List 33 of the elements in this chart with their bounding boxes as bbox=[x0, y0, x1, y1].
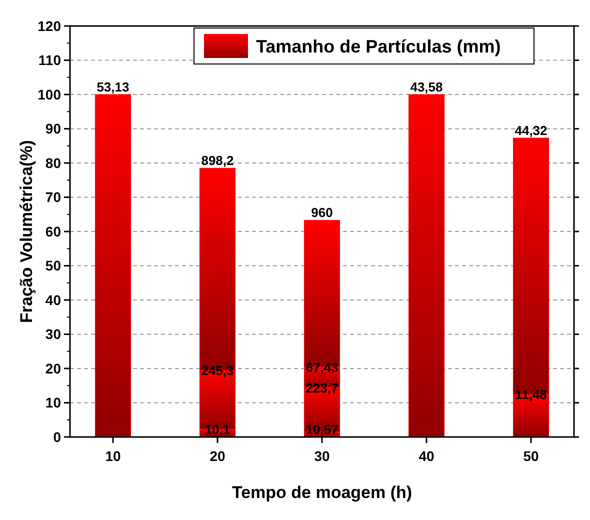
x-tick-label: 20 bbox=[210, 448, 226, 464]
y-tick-label: 0 bbox=[53, 428, 62, 445]
y-tick-label: 20 bbox=[45, 360, 62, 376]
y-tick-label: 10 bbox=[45, 394, 62, 411]
annotation: 11,48 bbox=[515, 387, 547, 402]
y-tick-label: 50 bbox=[45, 258, 62, 274]
y-tick-label: 100 bbox=[38, 86, 62, 102]
x-tick-label: 50 bbox=[523, 448, 540, 464]
y-tick-label: 60 bbox=[45, 223, 62, 240]
y-tick-label: 30 bbox=[45, 326, 62, 342]
y-axis-title: Fração Volumétrica(%) bbox=[17, 140, 36, 323]
annotation: 898,2 bbox=[201, 153, 234, 168]
y-tick-label: 70 bbox=[45, 189, 62, 206]
annotation: 67,43 bbox=[306, 360, 338, 375]
bar bbox=[94, 94, 132, 438]
y-tick-label: 80 bbox=[45, 154, 62, 171]
y-tick-label: 120 bbox=[38, 18, 62, 34]
y-tick-label: 40 bbox=[45, 292, 62, 308]
y-tick-label: 90 bbox=[45, 120, 62, 137]
legend-label: Tamanho de Partículas (mm) bbox=[256, 36, 501, 56]
bar bbox=[408, 94, 445, 438]
x-tick-label: 40 bbox=[418, 448, 434, 464]
annotation: 10,1 bbox=[204, 422, 230, 437]
annotation: 43,58 bbox=[410, 80, 443, 94]
annotation: 223,7 bbox=[306, 380, 338, 396]
annotation: 960 bbox=[311, 205, 333, 220]
annotation: 53,13 bbox=[96, 80, 130, 94]
annotation: 245,3 bbox=[201, 363, 234, 378]
annotation: 44,32 bbox=[514, 122, 548, 138]
x-tick-label: 10 bbox=[105, 448, 121, 464]
x-tick-label: 30 bbox=[314, 448, 330, 464]
x-axis-title: Tempo de moagem (h) bbox=[232, 483, 412, 502]
y-tick-label: 110 bbox=[38, 52, 62, 68]
